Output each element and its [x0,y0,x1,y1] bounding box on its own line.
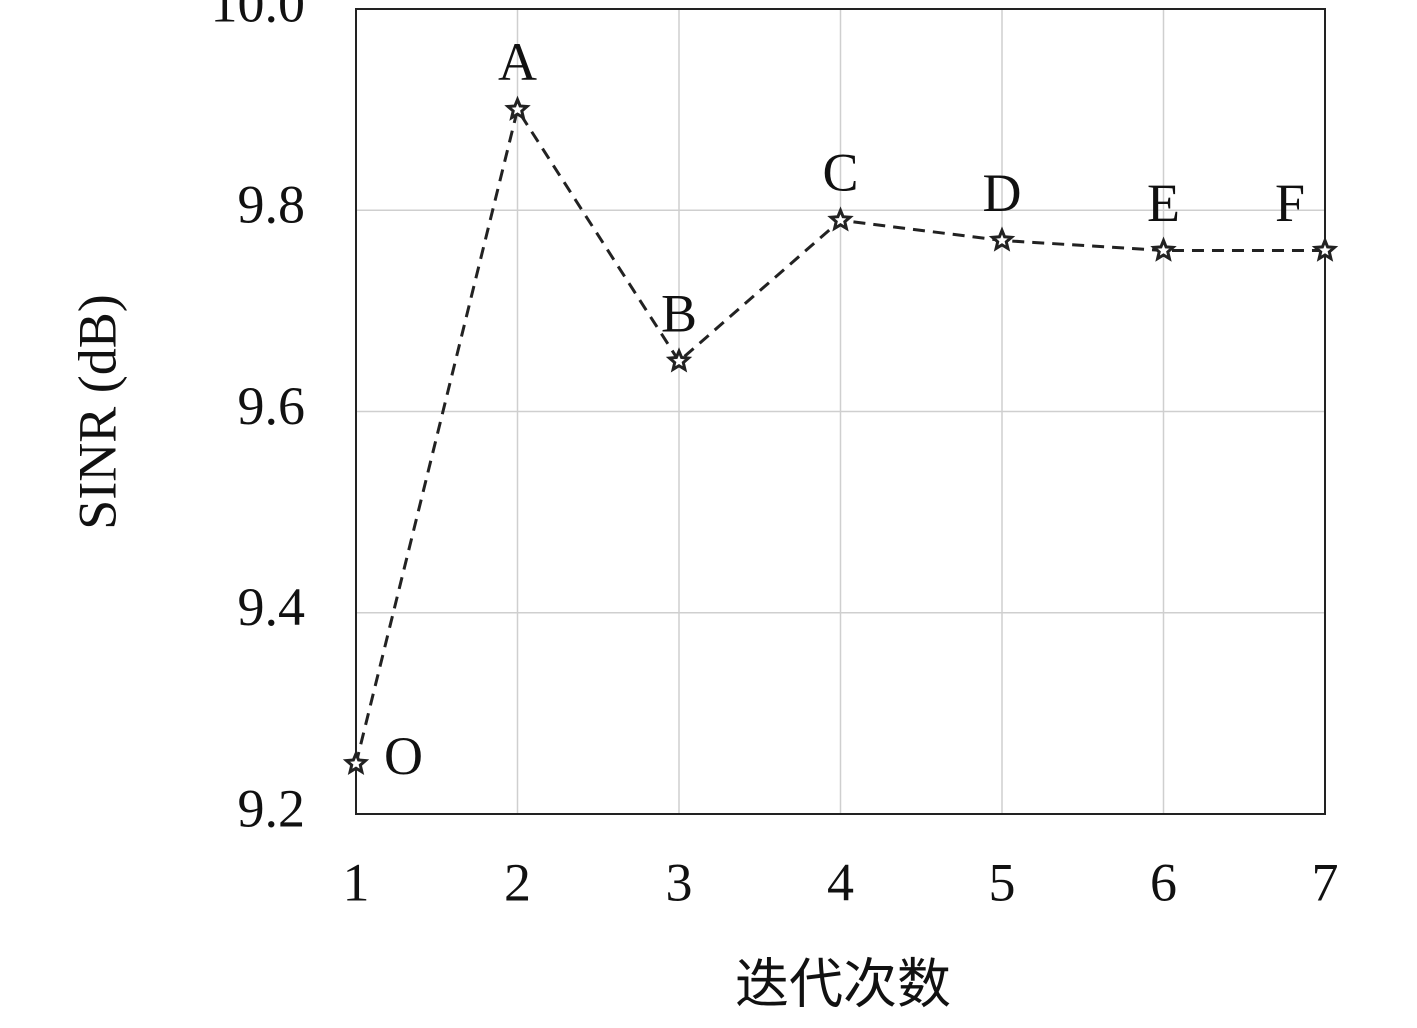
point-label: B [661,284,697,344]
y-tick-label: 10.0 [211,0,306,33]
x-tick-label: 4 [827,852,854,912]
plot-frame [355,8,1326,815]
x-tick-label: 6 [1150,852,1177,912]
point-label: F [1275,173,1305,233]
data-point [1311,236,1339,262]
y-tick-label: 9.4 [238,577,306,637]
point-label: C [822,143,858,203]
y-tick-label: 9.2 [238,778,306,838]
data-point [665,347,693,373]
data-point [342,749,370,775]
x-axis-label: 迭代次数 [735,954,951,1014]
y-tick-label: 9.8 [238,175,306,235]
data-point [827,206,854,232]
x-tick-label: 2 [504,852,531,912]
data-point [988,226,1016,252]
x-tick-label: 5 [989,852,1016,912]
x-tick-label: 7 [1312,852,1339,912]
x-tick-label: 3 [666,852,693,912]
x-tick-label: 1 [343,852,370,912]
point-label: D [983,163,1022,223]
y-axis-label: SINR (dB) [67,294,127,530]
data-point [504,95,531,121]
point-label: E [1147,173,1180,233]
point-label: A [498,32,537,92]
point-label: O [384,726,423,786]
y-tick-label: 9.6 [238,376,306,436]
data-point [1150,236,1177,262]
